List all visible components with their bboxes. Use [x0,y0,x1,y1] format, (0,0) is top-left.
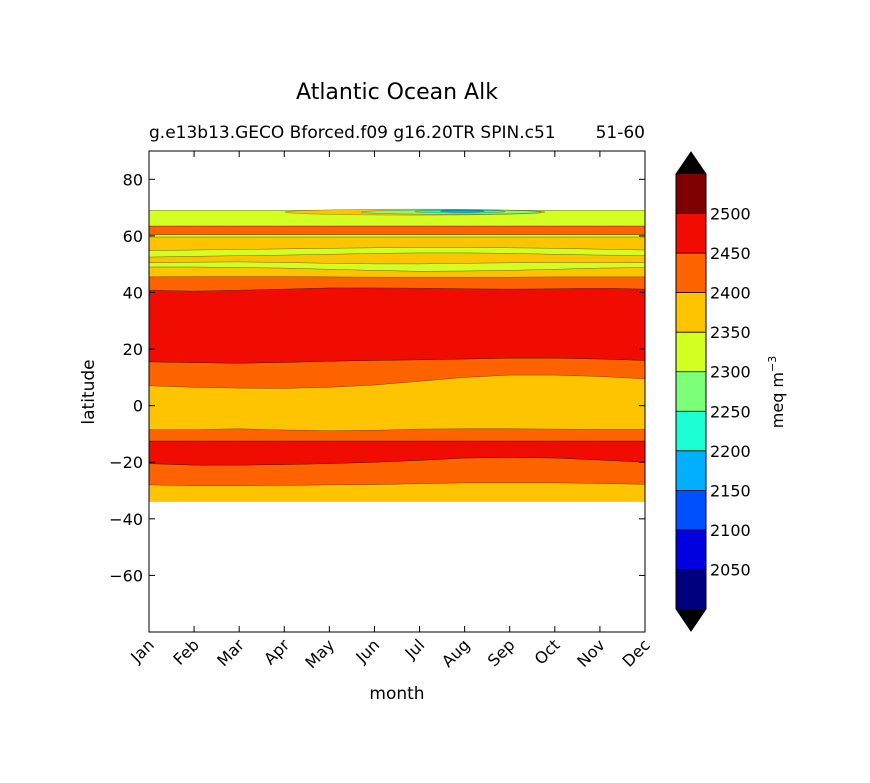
x-tick-label: Feb [169,635,202,668]
colorbar-segment [676,213,706,254]
colorbar-tick-label: 2200 [710,442,751,461]
x-tick-label: Jul [401,635,429,663]
contour-band [149,234,645,238]
x-tick-label: Sep [484,635,519,670]
contour-band [149,261,645,272]
colorbar-tick-label: 2250 [710,402,751,421]
y-tick-label: −40 [109,510,143,529]
colorbar-label: meq m−3 [766,356,787,428]
contour-fills [149,208,645,502]
plot-frame [148,150,646,633]
x-tick-label: Dec [618,635,653,670]
colorbar-extend-max [676,152,706,174]
x-tick-label: Mar [213,635,248,670]
y-tick-label: 80 [123,170,143,189]
y-tick-label: 0 [133,397,143,416]
colorbar-segment [676,529,706,570]
colorbar-segment [676,371,706,412]
colorbar: 2050 2100 2150 2200 2250 2300 2350 2400 2450 2500 [675,151,751,632]
colorbar-tick-label: 2300 [710,363,751,382]
contour-band [149,428,645,442]
x-tick-label: Jun [351,635,383,667]
contour-band [149,287,645,364]
colorbar-segment [676,569,706,610]
x-tick-label: May [301,635,338,672]
colorbar-tick-label: 2100 [710,521,751,540]
y-tick-label: 40 [123,283,143,302]
colorbar-segment [676,292,706,333]
x-axis-label: month [369,684,424,704]
contour-band [149,225,645,235]
colorbar-tick-label: 2150 [710,481,751,500]
colorbar-label-exponent: −3 [766,356,779,372]
y-tick-label: −60 [109,566,143,585]
colorbar-tick-label: 2050 [710,560,751,579]
y-axis: 80 60 40 20 0 −20 −40 −60 [109,170,645,585]
contour-spot [440,210,485,213]
x-tick-label: Apr [260,635,293,668]
x-tick-label: Aug [438,635,474,671]
colorbar-extend-min [676,609,706,631]
contour-band [149,247,645,258]
colorbar-tick-label: 2500 [710,205,751,224]
x-tick-label: Jan [126,635,158,667]
colorbar-segment [676,253,706,293]
y-tick-label: 20 [123,340,143,359]
chart-subtitle-right: 51-60 [596,123,645,143]
contour-band [149,276,645,292]
chart-title: Atlantic Ocean Alk [296,80,498,105]
y-tick-label: −20 [109,453,143,472]
y-axis-label: latitude [79,359,99,424]
y-tick-label: 60 [123,227,143,246]
colorbar-tick-label: 2450 [710,244,751,263]
colorbar-segment [676,411,706,452]
colorbar-segment [676,450,706,491]
colorbar-tick-label: 2350 [710,323,751,342]
x-tick-label: Nov [573,635,609,671]
chart-subtitle: g.e13b13.GECO Bforced.f09 g16.20TR SPIN.… [149,123,556,143]
colorbar-tick-label: 2400 [710,284,751,303]
x-tick-label: Oct [531,635,564,668]
colorbar-segment [676,174,706,214]
colorbar-outline [675,151,707,632]
colorbar-segment [676,332,706,373]
colorbar-label-base: meq m [768,372,787,428]
colorbar-segment [676,490,706,531]
